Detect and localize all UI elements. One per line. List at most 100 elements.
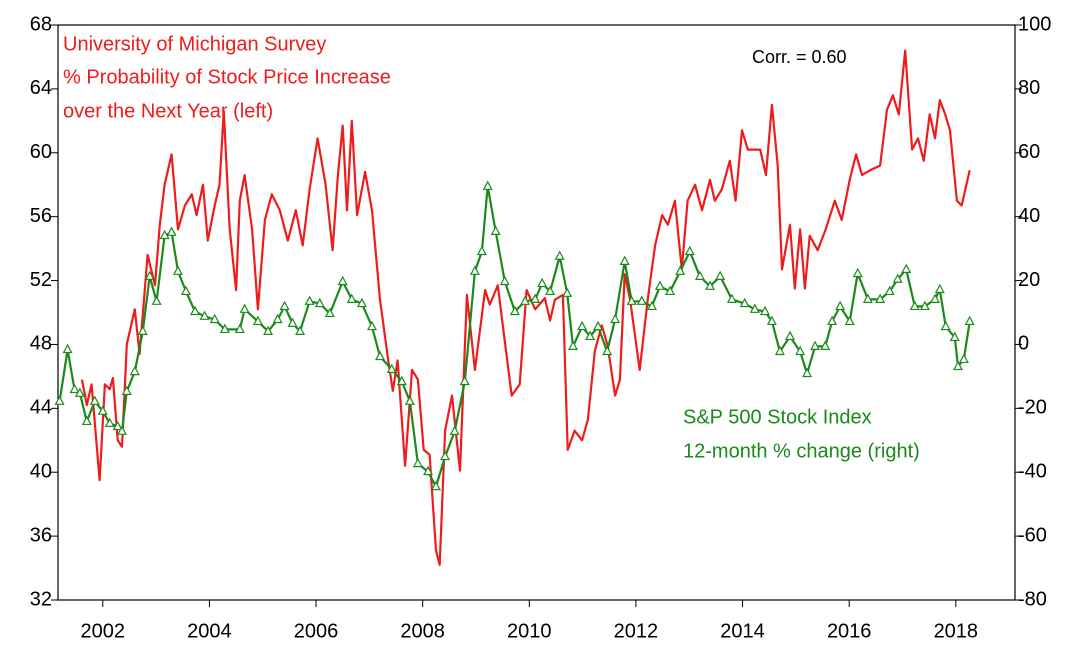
marker: [964, 315, 975, 326]
x-tick-label: 2014: [720, 620, 765, 642]
marker: [449, 425, 460, 435]
y-tick-label: 40: [30, 461, 52, 483]
y2-tick-label: -60: [1018, 524, 1047, 546]
marker: [537, 277, 548, 288]
marker: [159, 229, 170, 240]
y-tick-label: 32: [30, 588, 52, 610]
marker: [545, 285, 556, 296]
marker: [726, 293, 737, 304]
marker: [844, 315, 855, 326]
marker: [324, 307, 335, 318]
marker: [892, 273, 903, 283]
marker: [190, 305, 201, 316]
marker: [490, 225, 501, 235]
y-tick-label: 64: [30, 77, 52, 99]
marker: [287, 317, 298, 327]
marker: [482, 180, 493, 190]
marker: [337, 275, 348, 286]
marker: [116, 425, 127, 435]
marker: [852, 267, 863, 278]
marker: [412, 457, 423, 468]
y-tick-label: 56: [30, 205, 52, 227]
marker: [81, 415, 92, 426]
marker: [423, 465, 434, 476]
series-line: [58, 185, 971, 488]
marker: [272, 313, 283, 324]
marker: [654, 280, 665, 290]
annotation: 12-month % change (right): [683, 440, 920, 462]
y-tick-label: 68: [30, 13, 52, 35]
plot-frame: [57, 24, 1016, 601]
marker: [62, 343, 73, 354]
marker: [705, 280, 716, 290]
marker: [940, 320, 951, 331]
marker: [785, 330, 796, 341]
y2-tick-label: 80: [1018, 77, 1040, 99]
y2-tick-label: -40: [1018, 461, 1047, 483]
marker: [875, 293, 886, 304]
marker: [314, 297, 325, 308]
marker: [180, 285, 191, 296]
marker: [219, 323, 230, 334]
y-tick-label: 52: [30, 269, 52, 291]
x-tick-label: 2006: [294, 620, 339, 642]
marker: [509, 305, 520, 316]
x-tick-label: 2004: [187, 620, 232, 642]
y-tick-label: 36: [30, 524, 52, 546]
marker: [802, 367, 813, 378]
marker: [151, 295, 162, 305]
marker: [234, 323, 245, 334]
marker: [74, 387, 85, 397]
marker: [121, 385, 132, 396]
marker: [396, 375, 407, 386]
marker: [499, 275, 510, 286]
marker: [104, 417, 115, 427]
marker: [759, 305, 770, 316]
marker: [715, 270, 726, 281]
marker: [386, 363, 397, 373]
marker: [919, 300, 930, 311]
marker: [952, 360, 963, 371]
y2-tick-label: 100: [1018, 13, 1051, 35]
marker: [795, 345, 806, 356]
marker: [568, 340, 579, 350]
marker: [577, 320, 588, 331]
marker: [934, 283, 945, 294]
marker: [646, 300, 657, 311]
marker: [810, 340, 821, 350]
marker: [459, 375, 470, 386]
marker: [404, 395, 415, 405]
annotation: % Probability of Stock Price Increase: [63, 66, 391, 88]
x-tick-label: 2010: [507, 620, 552, 642]
y-tick-label: 44: [30, 397, 52, 419]
marker: [356, 297, 367, 308]
marker: [901, 263, 912, 273]
marker: [862, 293, 873, 304]
y2-tick-label: 40: [1018, 205, 1040, 227]
marker: [610, 313, 621, 324]
marker: [739, 297, 750, 308]
marker: [949, 331, 960, 342]
marker: [665, 285, 676, 296]
marker: [129, 365, 140, 376]
marker: [766, 315, 777, 326]
marker: [675, 265, 686, 275]
marker: [89, 395, 100, 405]
x-tick-label: 2016: [827, 620, 872, 642]
marker: [431, 480, 442, 491]
marker: [626, 295, 637, 305]
marker: [440, 450, 451, 461]
marker: [749, 303, 760, 313]
marker: [520, 295, 531, 305]
marker: [958, 353, 969, 364]
marker: [820, 340, 831, 350]
legend-label: University of Michigan Survey: [63, 33, 326, 55]
y2-tick-label: -80: [1018, 588, 1047, 610]
marker: [585, 330, 596, 341]
marker: [827, 315, 838, 326]
marker: [279, 300, 290, 311]
marker: [346, 293, 357, 304]
marker: [593, 320, 604, 331]
marker: [295, 325, 306, 335]
y-tick-label: 48: [30, 333, 52, 355]
